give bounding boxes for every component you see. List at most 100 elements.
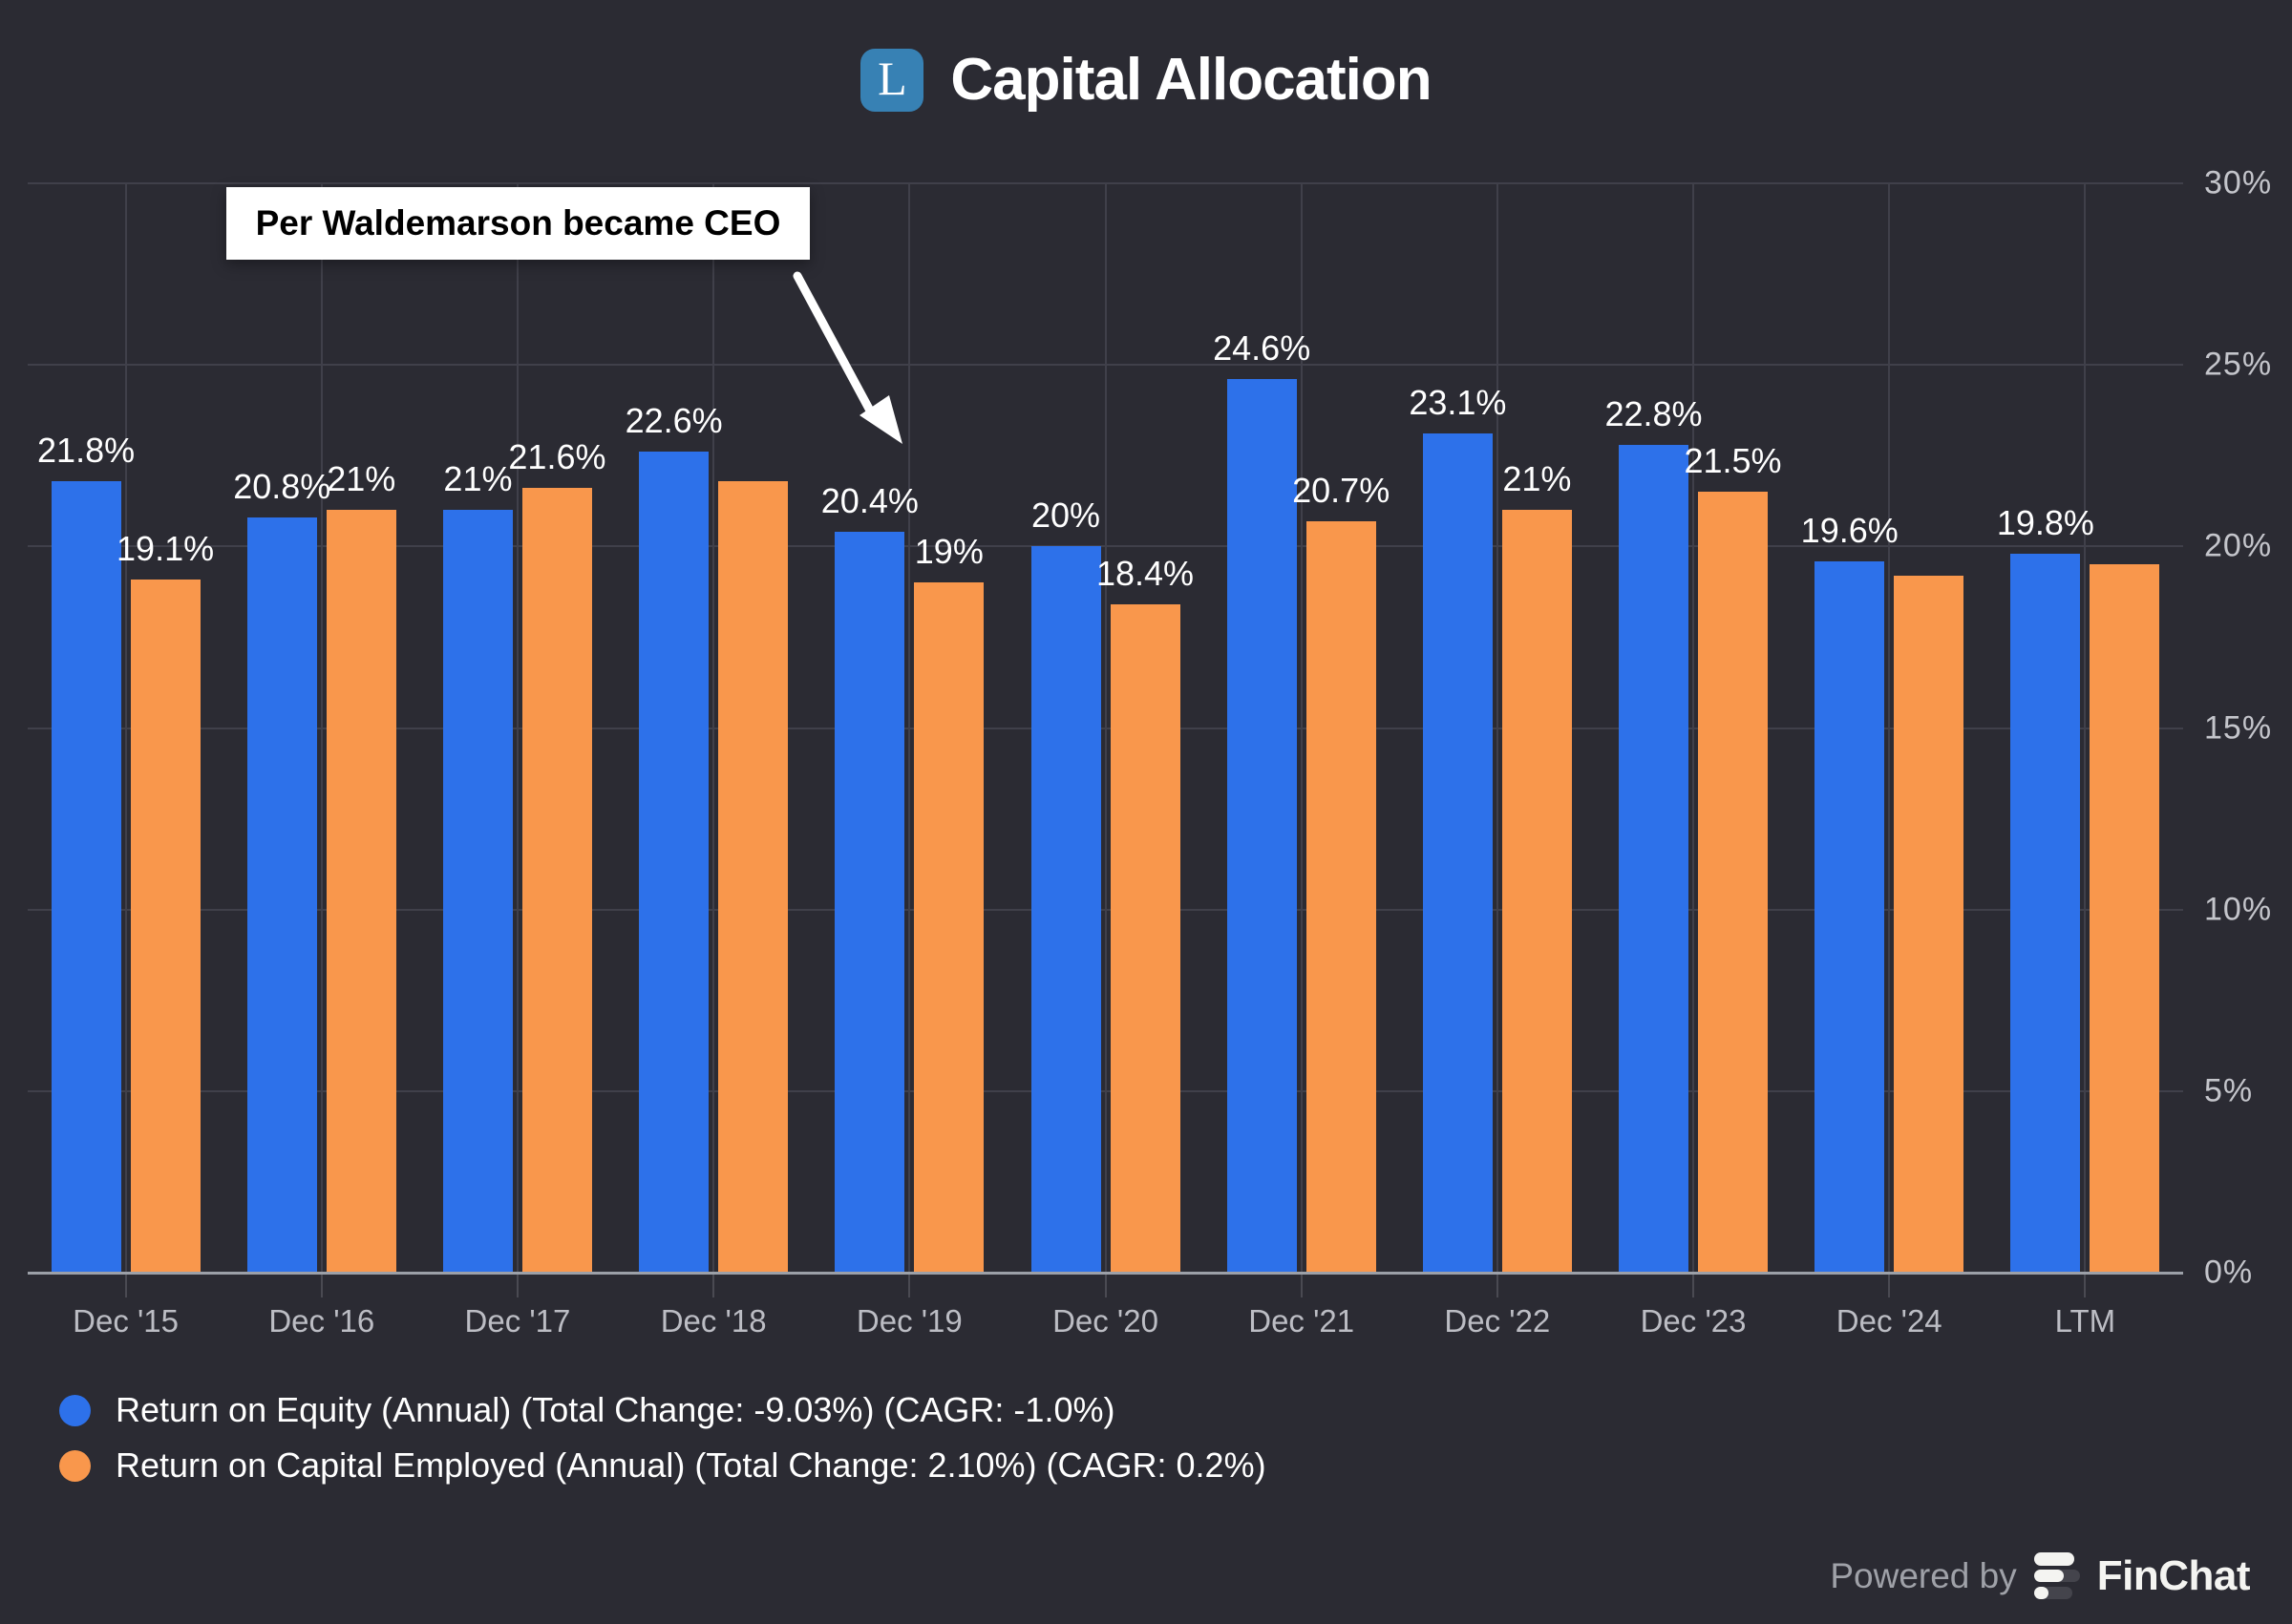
x-axis-tick bbox=[1300, 1273, 1303, 1297]
bar-roce-3[interactable] bbox=[718, 480, 789, 1273]
y-axis-tick-label: 25% bbox=[2204, 346, 2273, 383]
y-axis-tick-label: 30% bbox=[2204, 164, 2273, 201]
bar-value-label-roe-0: 21.8% bbox=[37, 430, 136, 470]
y-axis-tick-label: 10% bbox=[2204, 891, 2273, 928]
powered-by-label: Powered by bbox=[1830, 1556, 2017, 1595]
chart-legend: Return on Equity (Annual) (Total Change:… bbox=[59, 1390, 1266, 1486]
x-axis-tick bbox=[1888, 1273, 1891, 1297]
gridline-vertical bbox=[1692, 183, 1695, 1273]
y-axis-tick-label: 5% bbox=[2204, 1072, 2254, 1109]
x-axis-tick bbox=[320, 1273, 323, 1297]
y-axis-tick-label: 0% bbox=[2204, 1254, 2254, 1291]
x-axis-tick bbox=[1104, 1273, 1107, 1297]
lifco-logo-icon: L bbox=[860, 48, 924, 112]
bar-roce-7[interactable] bbox=[1501, 510, 1572, 1273]
bar-roce-1[interactable] bbox=[326, 510, 396, 1273]
annotation-box: Per Waldemarson became CEO bbox=[226, 187, 810, 260]
bar-value-label-roce-4: 19% bbox=[914, 532, 984, 572]
gridline-vertical bbox=[712, 183, 715, 1273]
bar-value-label-roce-2: 21.6% bbox=[508, 437, 606, 477]
bar-value-label-roe-4: 20.4% bbox=[820, 481, 919, 521]
gridline-vertical bbox=[124, 183, 127, 1273]
bar-roce-8[interactable] bbox=[1698, 492, 1769, 1273]
bar-value-label-roce-1: 21% bbox=[327, 459, 396, 499]
bar-roe-4[interactable] bbox=[835, 532, 905, 1273]
chart-title: Capital Allocation bbox=[950, 47, 1432, 113]
bar-value-label-roce-0: 19.1% bbox=[117, 528, 215, 568]
lifco-logo-letter: L bbox=[878, 51, 907, 105]
y-axis-tick-label: 20% bbox=[2204, 527, 2273, 564]
legend-item-roe[interactable]: Return on Equity (Annual) (Total Change:… bbox=[59, 1390, 1266, 1430]
legend-item-roce[interactable]: Return on Capital Employed (Annual) (Tot… bbox=[59, 1445, 1266, 1486]
gridline-vertical bbox=[1300, 183, 1303, 1273]
annotation-text: Per Waldemarson became CEO bbox=[255, 203, 781, 243]
x-axis-line bbox=[28, 1272, 2183, 1275]
annotation-arrow-icon bbox=[793, 271, 902, 444]
x-axis-tick-label: Dec '18 bbox=[660, 1303, 767, 1339]
bar-roce-0[interactable] bbox=[130, 579, 201, 1273]
bar-roce-6[interactable] bbox=[1305, 520, 1376, 1273]
bar-value-label-roe-3: 22.6% bbox=[625, 401, 723, 441]
finchat-brand-name: FinChat bbox=[2096, 1552, 2251, 1599]
bar-value-label-roe-2: 21% bbox=[443, 459, 513, 499]
x-axis-tick-label: Dec '23 bbox=[1640, 1303, 1747, 1339]
bar-value-label-roe-5: 20% bbox=[1030, 496, 1101, 536]
x-axis-tick-label: Dec '15 bbox=[73, 1303, 180, 1339]
x-axis-tick-label: LTM bbox=[2054, 1303, 2116, 1339]
bar-roe-10[interactable] bbox=[2010, 553, 2081, 1273]
chart-header: L Capital Allocation bbox=[0, 46, 2292, 114]
bar-value-label-roe-10: 19.8% bbox=[1996, 502, 2094, 542]
x-axis-tick bbox=[516, 1273, 519, 1297]
gridline-vertical bbox=[516, 183, 519, 1273]
legend-dot-roce-icon bbox=[59, 1449, 91, 1482]
x-axis-tick bbox=[2084, 1273, 2087, 1297]
x-axis-tick bbox=[1692, 1273, 1695, 1297]
bar-roe-3[interactable] bbox=[639, 452, 710, 1273]
gridline-vertical bbox=[1888, 183, 1891, 1273]
x-axis-tick bbox=[124, 1273, 127, 1297]
bar-value-label-roe-6: 24.6% bbox=[1213, 328, 1311, 369]
bar-value-label-roe-9: 19.6% bbox=[1800, 510, 1899, 550]
x-axis-tick-label: Dec '21 bbox=[1248, 1303, 1355, 1339]
legend-label-roe: Return on Equity (Annual) (Total Change:… bbox=[116, 1390, 1115, 1429]
finchat-logo-icon bbox=[2033, 1552, 2080, 1600]
x-axis-tick-label: Dec '17 bbox=[464, 1303, 571, 1339]
bar-roe-1[interactable] bbox=[246, 517, 317, 1273]
x-axis-tick bbox=[712, 1273, 715, 1297]
x-axis-tick-label: Dec '22 bbox=[1444, 1303, 1551, 1339]
bar-value-label-roce-5: 18.4% bbox=[1095, 554, 1195, 594]
bar-roce-5[interactable] bbox=[1110, 604, 1180, 1273]
gridline-vertical bbox=[2084, 183, 2087, 1273]
bar-roe-8[interactable] bbox=[1619, 444, 1689, 1273]
bar-value-label-roce-8: 21.5% bbox=[1684, 441, 1782, 481]
x-axis-tick-label: Dec '19 bbox=[856, 1303, 963, 1339]
bar-roce-10[interactable] bbox=[2090, 564, 2160, 1273]
x-axis-tick bbox=[908, 1273, 911, 1297]
bar-value-label-roe-1: 20.8% bbox=[233, 466, 331, 506]
bar-roe-9[interactable] bbox=[1814, 560, 1885, 1273]
powered-by-finchat[interactable]: Powered by FinChat bbox=[1830, 1552, 2251, 1600]
bar-value-label-roe-7: 23.1% bbox=[1409, 383, 1507, 423]
bar-roe-6[interactable] bbox=[1226, 379, 1297, 1273]
x-axis-tick-label: Dec '20 bbox=[1052, 1303, 1158, 1339]
bar-value-label-roce-7: 21% bbox=[1502, 459, 1572, 499]
gridline-vertical bbox=[908, 183, 911, 1273]
bar-roce-9[interactable] bbox=[1894, 575, 1964, 1273]
gridline-vertical bbox=[1104, 183, 1107, 1273]
bar-roce-2[interactable] bbox=[521, 488, 592, 1273]
bar-roe-2[interactable] bbox=[442, 510, 513, 1273]
bar-roe-5[interactable] bbox=[1030, 546, 1101, 1273]
x-axis-tick bbox=[1496, 1273, 1498, 1297]
gridline-vertical bbox=[1496, 183, 1498, 1273]
y-axis-tick-label: 15% bbox=[2204, 709, 2273, 746]
bar-roce-4[interactable] bbox=[914, 582, 985, 1273]
bar-value-label-roe-8: 22.8% bbox=[1604, 393, 1703, 433]
x-axis-tick-label: Dec '24 bbox=[1836, 1303, 1942, 1339]
gridline-vertical bbox=[320, 183, 323, 1273]
legend-label-roce: Return on Capital Employed (Annual) (Tot… bbox=[116, 1445, 1266, 1485]
legend-dot-roe-icon bbox=[59, 1394, 91, 1426]
bar-roe-0[interactable] bbox=[51, 480, 121, 1273]
bar-roe-7[interactable] bbox=[1422, 433, 1493, 1273]
bar-value-label-roce-6: 20.7% bbox=[1292, 470, 1390, 510]
